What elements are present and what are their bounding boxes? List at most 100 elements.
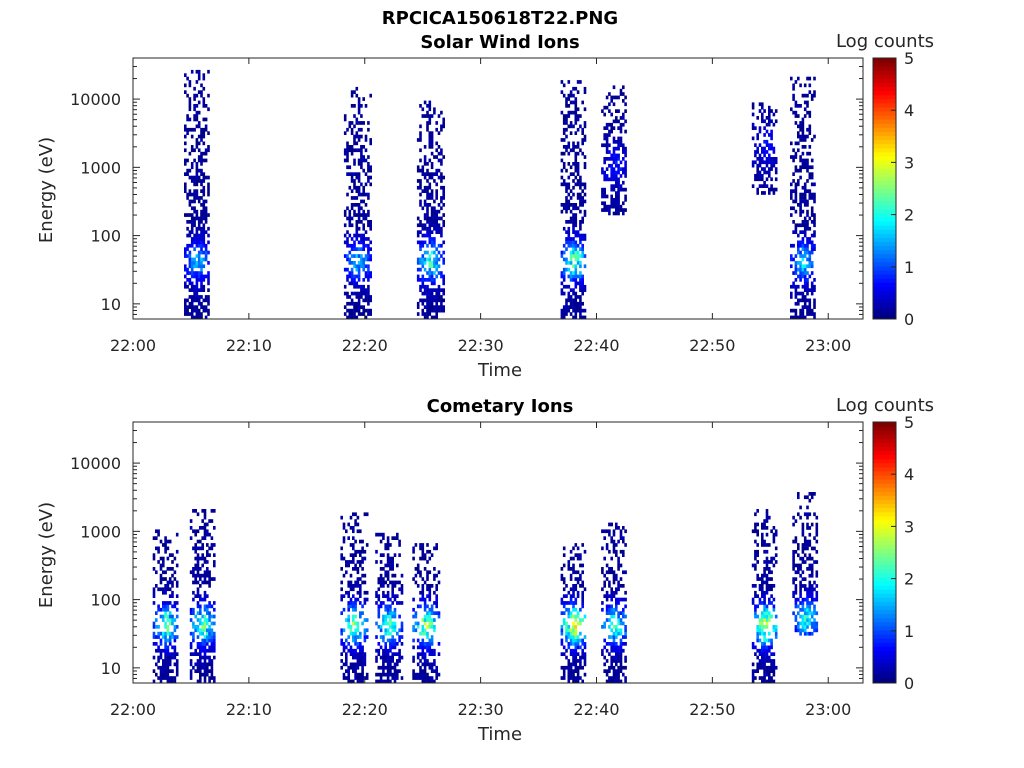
heatmap-cell bbox=[801, 162, 805, 166]
heatmap-cell bbox=[375, 679, 378, 684]
heatmap-cell bbox=[574, 223, 578, 228]
heatmap-cell bbox=[379, 532, 383, 537]
heatmap-cell bbox=[164, 676, 167, 680]
y-tick-label: 10 bbox=[101, 295, 121, 314]
heatmap-cell bbox=[624, 665, 627, 670]
heatmap-cell bbox=[774, 631, 778, 636]
heatmap-cell bbox=[801, 284, 805, 289]
heatmap-cell bbox=[423, 312, 427, 316]
heatmap-cell bbox=[803, 628, 807, 633]
heatmap-cell bbox=[813, 223, 816, 228]
heatmap-cell bbox=[203, 645, 207, 650]
heatmap-cell bbox=[428, 556, 432, 561]
heatmap-cell bbox=[813, 230, 816, 234]
heatmap-cell bbox=[423, 185, 427, 190]
heatmap-cell bbox=[601, 170, 604, 175]
heatmap-cell bbox=[396, 659, 399, 663]
heatmap-cell bbox=[806, 151, 809, 156]
heatmap-cell bbox=[416, 267, 420, 272]
heatmap-cell bbox=[810, 243, 814, 248]
heatmap-cell bbox=[202, 213, 206, 217]
heatmap-cell bbox=[193, 264, 196, 269]
heatmap-cell bbox=[412, 556, 415, 561]
heatmap-cell bbox=[794, 315, 798, 320]
heatmap-cell bbox=[345, 659, 348, 663]
heatmap-cell bbox=[569, 295, 573, 299]
colorbar-swatch bbox=[873, 621, 896, 627]
heatmap-cell bbox=[349, 625, 353, 629]
colorbar-swatch bbox=[873, 638, 896, 643]
heatmap-cell bbox=[155, 546, 158, 551]
heatmap-cell bbox=[196, 529, 200, 534]
heatmap-cell bbox=[419, 138, 422, 142]
heatmap-cell bbox=[354, 648, 357, 653]
heatmap-cell bbox=[615, 601, 618, 605]
heatmap-cell bbox=[610, 659, 613, 663]
heatmap-cell bbox=[208, 570, 211, 575]
heatmap-cell bbox=[619, 140, 623, 144]
heatmap-cell bbox=[356, 672, 360, 677]
heatmap-cell bbox=[581, 590, 584, 595]
heatmap-cell bbox=[164, 577, 167, 581]
heatmap-cell bbox=[152, 601, 156, 605]
heatmap-cell bbox=[794, 185, 798, 190]
heatmap-cell bbox=[377, 648, 381, 653]
heatmap-cell bbox=[562, 618, 566, 622]
heatmap-cell bbox=[369, 165, 372, 170]
heatmap-cell bbox=[350, 151, 354, 156]
heatmap-cell bbox=[581, 233, 584, 238]
colorbar-swatch bbox=[873, 249, 896, 255]
heatmap-cell bbox=[428, 611, 432, 615]
heatmap-cell bbox=[195, 226, 199, 231]
colorbar-swatch bbox=[873, 106, 896, 112]
heatmap-cell bbox=[202, 226, 206, 231]
heatmap-cell bbox=[416, 621, 420, 626]
heatmap-cell bbox=[382, 659, 385, 663]
heatmap-cell bbox=[572, 648, 575, 653]
heatmap-cell bbox=[770, 136, 773, 141]
heatmap-cell bbox=[792, 567, 795, 571]
heatmap-cell bbox=[197, 121, 201, 125]
heatmap-cell bbox=[382, 601, 385, 605]
heatmap-cell bbox=[581, 604, 584, 609]
heatmap-cell bbox=[583, 138, 587, 142]
heatmap-cell bbox=[428, 291, 432, 296]
heatmap-cell bbox=[188, 233, 192, 238]
heatmap-cell bbox=[423, 261, 427, 265]
heatmap-cell bbox=[207, 69, 210, 74]
heatmap-cell bbox=[806, 257, 809, 262]
heatmap-cell bbox=[574, 291, 578, 296]
heatmap-cell bbox=[770, 642, 773, 646]
heatmap-cell bbox=[440, 127, 443, 132]
heatmap-cell bbox=[572, 662, 575, 667]
heatmap-cell bbox=[426, 604, 429, 609]
heatmap-cell bbox=[617, 170, 620, 175]
heatmap-cell bbox=[175, 635, 179, 639]
heatmap-cell bbox=[572, 216, 575, 221]
heatmap-cell bbox=[801, 295, 805, 299]
heatmap-cell bbox=[801, 257, 805, 262]
heatmap-cell bbox=[340, 597, 343, 602]
heatmap-cell bbox=[572, 672, 575, 677]
heatmap-cell bbox=[574, 295, 578, 299]
heatmap-cell bbox=[574, 665, 578, 670]
heatmap-cell bbox=[576, 165, 580, 170]
heatmap-cell bbox=[761, 522, 764, 527]
heatmap-cell bbox=[574, 281, 578, 286]
panel-title: Cometary Ions bbox=[427, 396, 574, 417]
heatmap-cell bbox=[574, 247, 578, 251]
heatmap-cell bbox=[359, 611, 362, 615]
heatmap-cell bbox=[361, 580, 364, 585]
heatmap-cell bbox=[790, 76, 793, 81]
heatmap-cell bbox=[770, 679, 773, 684]
heatmap-cell bbox=[347, 536, 350, 540]
heatmap-cell bbox=[433, 110, 436, 115]
heatmap-cell bbox=[353, 185, 356, 190]
heatmap-cell bbox=[348, 121, 352, 125]
heatmap-cell bbox=[619, 577, 623, 581]
heatmap-cell bbox=[190, 175, 194, 180]
heatmap-cell bbox=[583, 107, 587, 112]
heatmap-cell bbox=[763, 655, 766, 660]
heatmap-cell bbox=[357, 284, 361, 289]
heatmap-cell bbox=[572, 635, 575, 639]
